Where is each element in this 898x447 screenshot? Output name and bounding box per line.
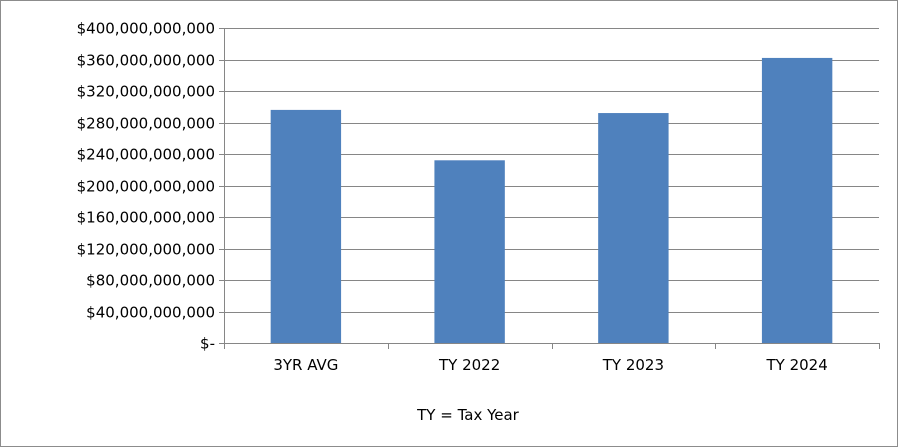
y-tick-label: $280,000,000,000 [77, 115, 215, 133]
x-tick-label: TY 2024 [765, 356, 827, 374]
y-tick-label: $240,000,000,000 [77, 146, 215, 164]
y-tick-label: $360,000,000,000 [77, 52, 215, 70]
y-axis: $- $40,000,000,000 $80,000,000,000 $120,000… [77, 20, 225, 353]
x-axis: 3YR AVG TY 2022 TY 2023 TY 2024 [224, 343, 880, 374]
y-tick-label: $40,000,000,000 [86, 304, 215, 322]
bars [270, 57, 833, 344]
bar-ty-2023 [598, 113, 669, 343]
x-tick-label: TY 2023 [602, 356, 664, 374]
bar-3yr-avg [270, 109, 342, 344]
y-tick-label: $320,000,000,000 [77, 83, 215, 101]
x-tick-label: TY 2022 [438, 356, 500, 374]
x-tick-label: 3YR AVG [273, 356, 338, 374]
y-tick-label: $400,000,000,000 [77, 20, 215, 38]
y-tick-label: $120,000,000,000 [77, 241, 215, 259]
y-tick-label: $160,000,000,000 [77, 209, 215, 227]
y-tick-label: $200,000,000,000 [77, 178, 215, 196]
bar-ty-2022 [434, 160, 505, 343]
chart-note: TY = Tax Year [416, 406, 520, 424]
y-tick-label: $80,000,000,000 [86, 272, 215, 290]
bar-ty-2024 [761, 57, 833, 344]
y-tick-label: $- [200, 335, 215, 353]
